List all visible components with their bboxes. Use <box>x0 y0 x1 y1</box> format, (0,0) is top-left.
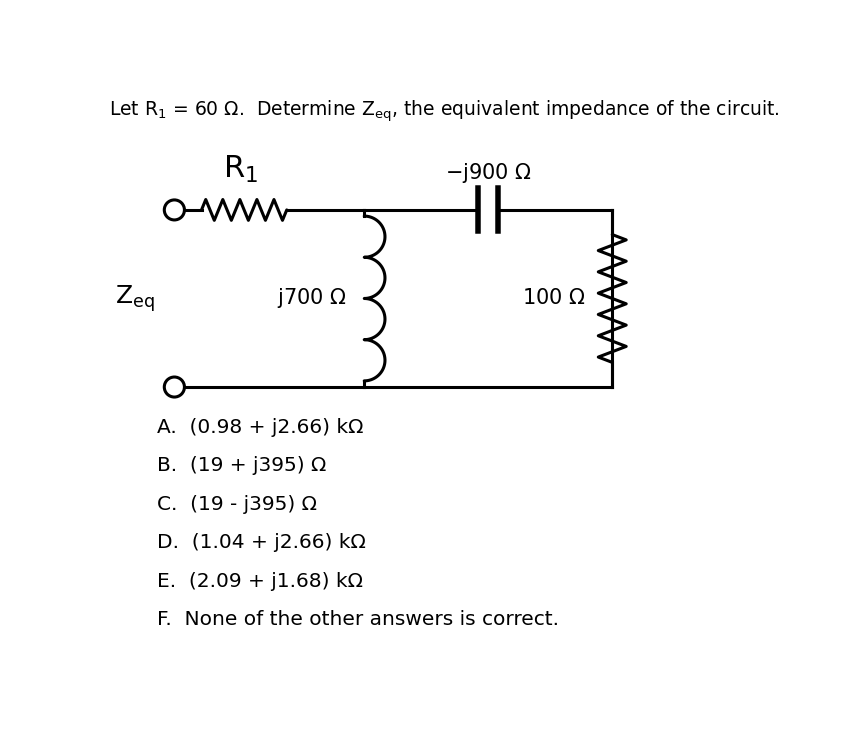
Text: Let R$_1$ = 60 $\Omega$.  Determine Z$_{\mathregular{eq}}$, the equivalent imped: Let R$_1$ = 60 $\Omega$. Determine Z$_{\… <box>109 98 780 124</box>
Text: B.  (19 + j395) Ω: B. (19 + j395) Ω <box>156 456 326 476</box>
Text: R$_1$: R$_1$ <box>223 154 258 186</box>
Text: $-$j900 $\Omega$: $-$j900 $\Omega$ <box>444 161 532 186</box>
Text: A.  (0.98 + j2.66) kΩ: A. (0.98 + j2.66) kΩ <box>156 418 363 437</box>
Text: Z$_{\mathregular{eq}}$: Z$_{\mathregular{eq}}$ <box>115 283 155 314</box>
Text: F.  None of the other answers is correct.: F. None of the other answers is correct. <box>156 611 558 629</box>
Text: D.  (1.04 + j2.66) kΩ: D. (1.04 + j2.66) kΩ <box>156 533 365 552</box>
Text: C.  (19 - j395) Ω: C. (19 - j395) Ω <box>156 495 317 513</box>
Text: j700 $\Omega$: j700 $\Omega$ <box>278 286 347 310</box>
Text: 100 $\Omega$: 100 $\Omega$ <box>522 289 585 309</box>
Text: E.  (2.09 + j1.68) kΩ: E. (2.09 + j1.68) kΩ <box>156 572 363 591</box>
